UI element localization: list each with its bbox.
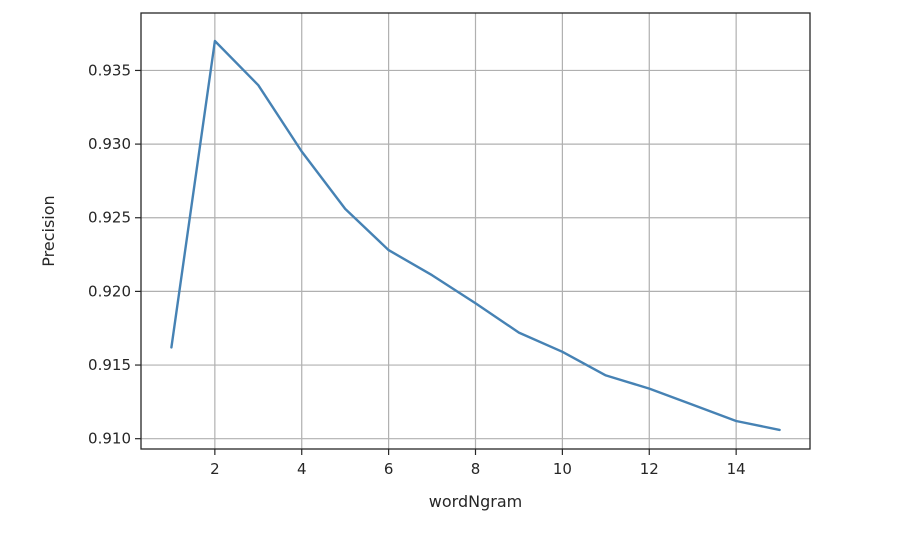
- y-tick-label: 0.920: [88, 282, 131, 300]
- series-line: [170, 39, 781, 432]
- y-tick-label: 0.925: [88, 209, 131, 227]
- x-tick-label: 10: [553, 460, 572, 478]
- y-tick-label: 0.930: [88, 135, 131, 153]
- y-tick-label: 0.910: [88, 430, 131, 448]
- series-group: [170, 39, 781, 432]
- x-tick-label: 4: [297, 460, 307, 478]
- x-tick-label: 12: [640, 460, 659, 478]
- y-tick-label: 0.915: [88, 356, 131, 374]
- x-tick-label: 8: [471, 460, 481, 478]
- x-tick-label: 2: [210, 460, 220, 478]
- y-tick-label: 0.935: [88, 61, 131, 79]
- x-axis-label: wordNgram: [429, 492, 522, 511]
- tick-group: 2 4 6 8 10 12 14 0.910 0.915 0.920 0.925 0.930 0.935: [88, 61, 746, 478]
- x-tick-label: 14: [727, 460, 746, 478]
- x-tick-label: 6: [384, 460, 394, 478]
- y-axis-label: Precision: [39, 195, 58, 266]
- grid-lines: [141, 13, 810, 449]
